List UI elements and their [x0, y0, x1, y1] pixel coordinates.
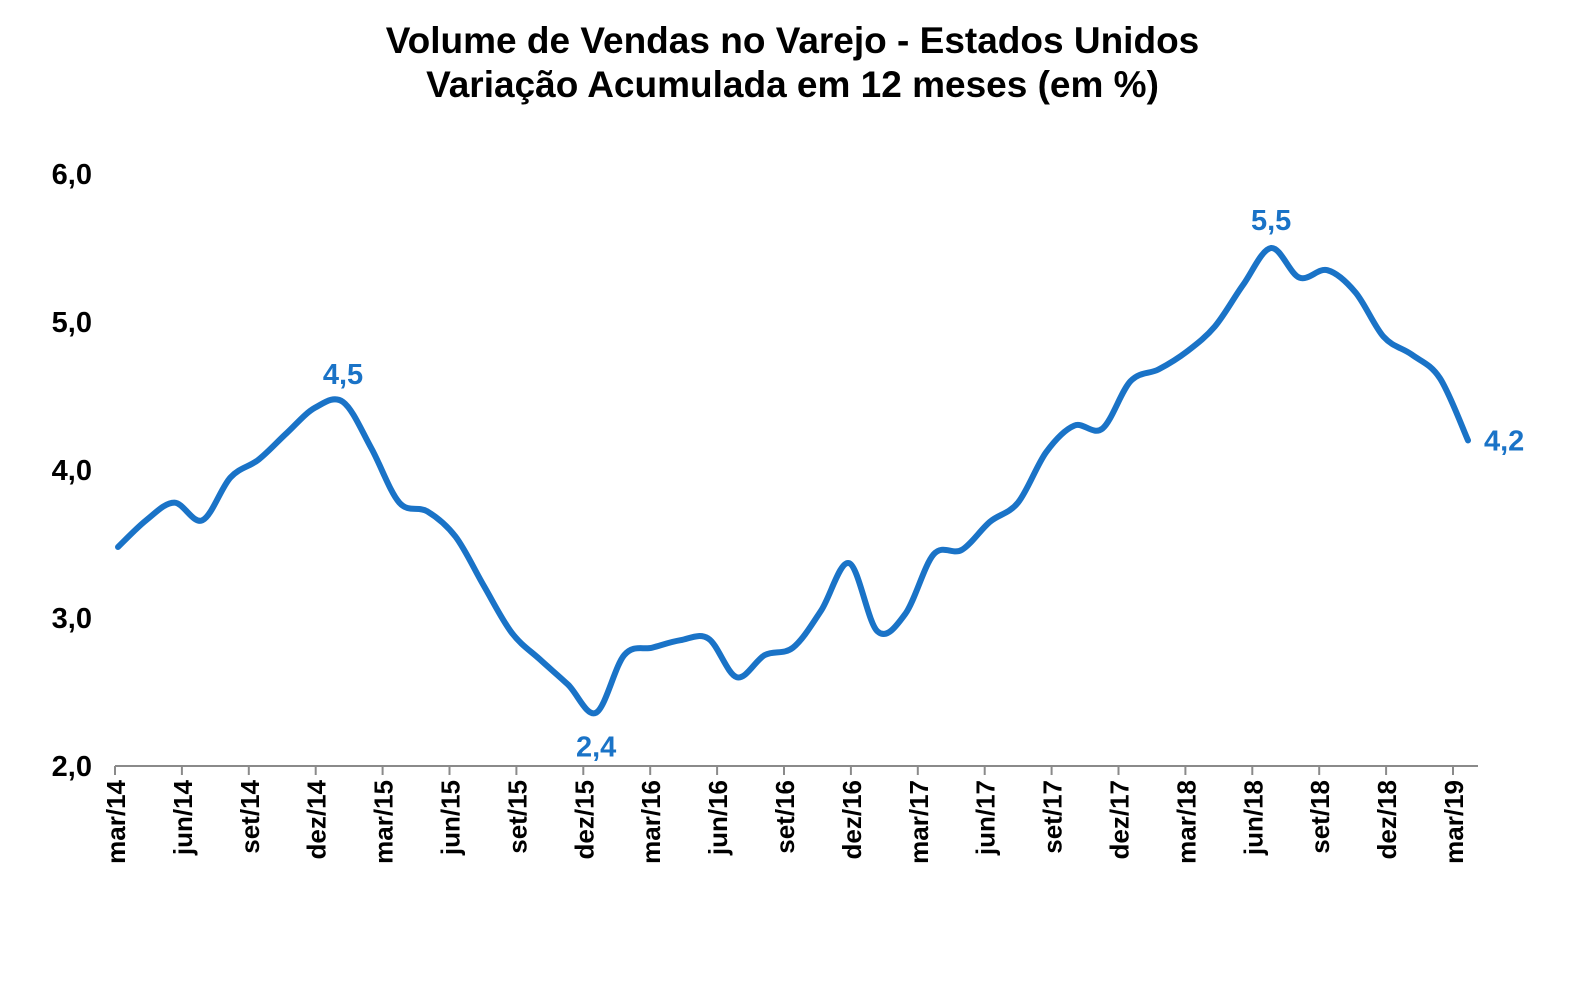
- chart-title: Volume de Vendas no Varejo - Estados Uni…: [385, 20, 1200, 61]
- x-tick-label: dez/14: [302, 779, 332, 859]
- x-tick-label: dez/17: [1105, 780, 1135, 860]
- x-tick-label: jun/15: [436, 780, 466, 856]
- x-tick-label: set/16: [770, 780, 800, 854]
- series-line: [115, 245, 1471, 717]
- data-label: 2,4: [576, 732, 616, 764]
- x-tick-label: mar/17: [904, 780, 934, 864]
- x-tick-label: set/17: [1038, 780, 1068, 854]
- x-tick-label: dez/18: [1372, 780, 1402, 860]
- series-line-path: [115, 245, 1471, 717]
- x-tick-label: mar/18: [1171, 780, 1201, 864]
- data-label: 5,5: [1251, 205, 1291, 237]
- data-label: 4,5: [323, 359, 363, 391]
- data-labels: 4,5 2,4 5,5 4,2: [323, 205, 1524, 764]
- x-tick-label: dez/16: [837, 780, 867, 860]
- y-tick-label: 4,0: [52, 455, 92, 487]
- y-tick-label: 2,0: [52, 751, 92, 783]
- data-label: 4,2: [1484, 425, 1524, 457]
- chart-subtitle: Variação Acumulada em 12 meses (em %): [426, 64, 1159, 105]
- x-tick-label: set/18: [1305, 780, 1335, 854]
- x-tick-label: mar/15: [369, 780, 399, 864]
- x-tick-label: jun/18: [1238, 780, 1268, 856]
- y-tick-label: 5,0: [52, 307, 92, 339]
- x-tick-label: jun/17: [971, 780, 1001, 856]
- x-tick-label: dez/15: [569, 780, 599, 860]
- y-tick-label: 3,0: [52, 603, 92, 635]
- x-tick-label: set/14: [235, 779, 265, 853]
- x-axis-ticks: mar/14 jun/14 set/14 dez/14 mar/15 jun/15 set/…: [101, 766, 1469, 864]
- x-tick-label: jun/16: [703, 780, 733, 856]
- x-tick-label: mar/16: [636, 780, 666, 864]
- x-tick-label: set/15: [502, 780, 532, 854]
- y-tick-label: 6,0: [52, 159, 92, 191]
- x-tick-label: jun/14: [168, 779, 198, 856]
- x-tick-label: mar/14: [101, 779, 131, 863]
- x-tick-label: mar/19: [1439, 780, 1469, 864]
- y-axis-ticks: 2,0 3,0 4,0 5,0 6,0: [52, 159, 92, 783]
